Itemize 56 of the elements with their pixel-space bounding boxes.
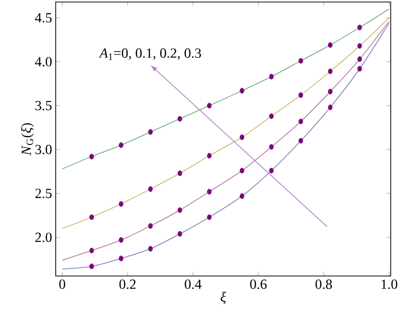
y-tick-label: 2.0 — [35, 232, 52, 242]
point — [148, 186, 153, 192]
point — [328, 42, 333, 48]
x-tick-label: 1.0 — [382, 280, 398, 289]
point — [207, 188, 212, 194]
point — [207, 102, 212, 108]
point — [240, 193, 244, 199]
point — [118, 256, 124, 262]
point — [89, 264, 94, 270]
point — [357, 56, 362, 62]
point — [269, 113, 274, 119]
x-tick-label: 0.2 — [119, 280, 136, 289]
x-tick-label: 0 — [59, 280, 66, 289]
point — [328, 104, 333, 110]
point — [357, 43, 362, 49]
point — [269, 74, 274, 80]
point — [148, 129, 153, 135]
point — [178, 231, 182, 237]
x-tick-label: 0.6 — [250, 280, 267, 289]
point — [269, 168, 274, 174]
point — [118, 142, 124, 148]
point — [89, 248, 94, 254]
point — [178, 170, 182, 176]
point — [118, 201, 124, 207]
annotation: A$_{1}$=0, 0.1, 0.2, 0.3 — [98, 48, 201, 60]
line-series — [62, 8, 390, 170]
point — [240, 134, 244, 140]
point — [298, 118, 304, 124]
point — [148, 246, 153, 252]
y-tick-label: 3.5 — [35, 100, 52, 110]
point — [178, 207, 182, 213]
point — [89, 154, 94, 160]
point — [178, 116, 182, 122]
y-axis-title: N$_{G}$(ξ) — [21, 123, 34, 156]
y-tick-label: 2.5 — [35, 188, 52, 198]
point — [118, 237, 124, 243]
point — [298, 138, 304, 144]
point — [240, 168, 244, 174]
point — [240, 88, 244, 94]
point — [328, 68, 333, 74]
point — [269, 144, 274, 150]
x-tick-label: 0.8 — [316, 280, 332, 289]
point — [357, 24, 362, 30]
y-tick-label: 4.5 — [35, 13, 52, 22]
y-tick-label: 4.0 — [35, 56, 52, 66]
y-tick-label: 3.0 — [35, 144, 52, 154]
point — [207, 214, 212, 220]
point — [89, 214, 94, 220]
point — [298, 92, 304, 98]
point — [148, 223, 153, 229]
x-tick-label: 0.4 — [184, 280, 202, 289]
point — [207, 152, 212, 158]
point — [357, 66, 362, 72]
x-axis-title: ξ — [220, 292, 226, 304]
point — [328, 88, 333, 94]
point — [298, 58, 304, 64]
